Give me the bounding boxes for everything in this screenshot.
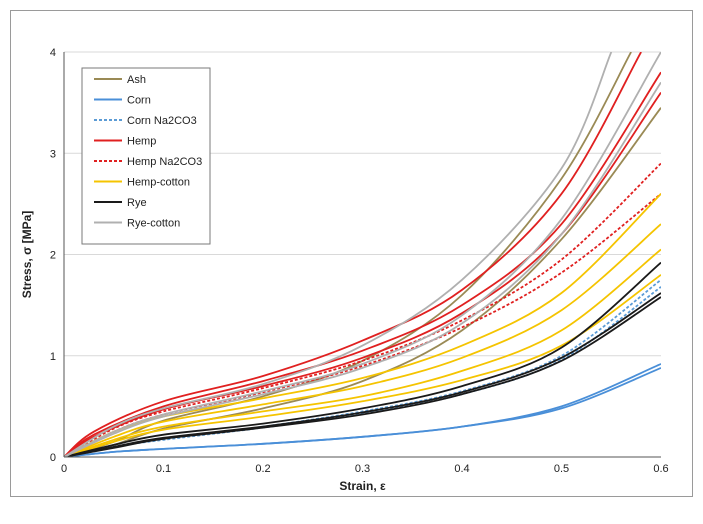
legend-box — [81, 67, 211, 245]
legend-label: Rye — [127, 197, 147, 209]
series-curves — [64, 52, 661, 457]
y-tick-label: 3 — [50, 148, 56, 160]
x-tick-labels: 0 0.1 0.2 0.3 0.4 0.5 0.6 — [61, 463, 669, 475]
x-tick-label: 0.4 — [454, 463, 469, 475]
series-line — [64, 367, 661, 457]
series-line — [64, 52, 613, 457]
chart-frame: 0 0.1 0.2 0.3 0.4 0.5 0.6 0 1 2 3 4 Strain, ε Stre… — [10, 10, 693, 497]
series-line — [64, 81, 661, 457]
x-axis-title: Strain, ε — [339, 479, 386, 493]
series-line — [64, 261, 661, 457]
y-tick-label: 1 — [50, 351, 56, 363]
x-tick-label: 0.6 — [653, 463, 668, 475]
series-line — [64, 296, 661, 457]
series-line — [64, 107, 661, 457]
series-line — [64, 274, 661, 457]
x-tick-label: 0 — [61, 463, 67, 475]
series-line — [64, 162, 661, 457]
stress-strain-chart: 0 0.1 0.2 0.3 0.4 0.5 0.6 0 1 2 3 4 Strain, ε Stre… — [20, 47, 669, 493]
legend-label: Rye-cotton — [127, 218, 180, 230]
legend-label: Hemp — [127, 136, 156, 148]
series-line — [64, 223, 661, 457]
x-tick-label: 0.1 — [156, 463, 171, 475]
axes — [63, 52, 661, 458]
legend-label: Hemp Na2CO3 — [127, 156, 202, 168]
series-line — [64, 292, 661, 457]
legend-label: Ash — [127, 74, 146, 86]
series-rye — [64, 261, 661, 457]
y-tick-label: 4 — [50, 47, 56, 59]
series-line — [64, 52, 661, 457]
y-tick-labels: 0 1 2 3 4 — [50, 47, 56, 464]
legend-label: Hemp-cotton — [127, 177, 190, 189]
y-tick-label: 2 — [50, 250, 56, 262]
y-axis-title: Stress, σ [MPa] — [20, 211, 34, 299]
series-line — [64, 52, 642, 457]
series-line — [64, 248, 661, 457]
x-tick-label: 0.5 — [554, 463, 569, 475]
y-tick-label: 0 — [50, 452, 56, 464]
legend: Ash Corn Corn Na2CO3 Hemp Hemp Na2CO3 Hemp-co… — [81, 67, 211, 245]
legend-label: Corn — [127, 95, 151, 107]
series-rye-cotton — [64, 52, 661, 457]
legend-label: Corn Na2CO3 — [127, 115, 197, 127]
x-tick-label: 0.3 — [355, 463, 370, 475]
x-tick-label: 0.2 — [255, 463, 270, 475]
series-corn — [64, 363, 661, 457]
series-line — [64, 71, 661, 457]
